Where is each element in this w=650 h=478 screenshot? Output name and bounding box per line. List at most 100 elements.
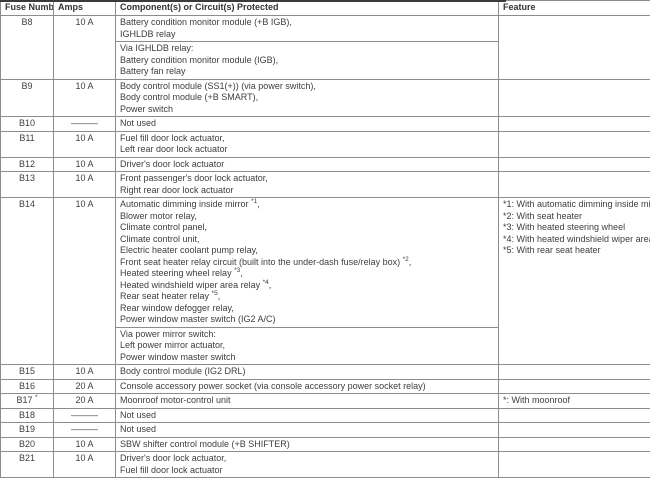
table-row: B10———Not used — [1, 117, 650, 132]
component-line: Console accessory power socket (via cons… — [120, 381, 495, 393]
fuse-number-cell: B10 — [1, 117, 54, 132]
fuse-number-cell: B15 — [1, 365, 54, 380]
component-subcell: Via power mirror switch:Left power mirro… — [116, 327, 499, 365]
fuse-number-cell: B17 * — [1, 394, 54, 409]
component-line: Body control module (IG2 DRL) — [120, 366, 495, 378]
component-line: Moonroof motor-control unit — [120, 395, 495, 407]
fuse-number-cell: B9 — [1, 79, 54, 117]
table-row: B18——— Not used — [1, 408, 650, 423]
component-line: Power switch — [120, 104, 495, 116]
amps-cell: 10 A — [54, 452, 116, 478]
amps-cell: 20 A — [54, 379, 116, 394]
component-cell: Not used — [116, 423, 499, 438]
component-line: Not used — [120, 424, 495, 436]
feature-cell — [499, 379, 650, 394]
feature-line: *3: With heated steering wheel — [503, 222, 647, 234]
component-line: Power window master switch (IG2 A/C) — [120, 314, 495, 326]
component-cell: Console accessory power socket (via cons… — [116, 379, 499, 394]
component-cell: Body control module (SS1(+)) (via power … — [116, 79, 499, 117]
table-header-row: Fuse Number Amps Component(s) or Circuit… — [1, 1, 650, 16]
component-line: Automatic dimming inside mirror *1, — [120, 199, 495, 211]
component-line: Fuel fill door lock actuator, — [120, 133, 495, 145]
component-line: Battery condition monitor module (IGB), — [120, 55, 495, 67]
component-line: Heated windshield wiper area relay *4, — [120, 280, 495, 292]
component-line: Via power mirror switch: — [120, 329, 495, 341]
feature-cell — [499, 117, 650, 132]
fuse-number-cell: B21 — [1, 452, 54, 478]
column-header-amps: Amps — [54, 1, 116, 16]
feature-line: *4: With heated windshield wiper area — [503, 234, 647, 246]
component-cell: Not used — [116, 117, 499, 132]
fuse-number-cell: B19 — [1, 423, 54, 438]
amps-cell: 10 A — [54, 157, 116, 172]
feature-cell — [499, 172, 650, 198]
column-header-feature: Feature — [499, 1, 650, 16]
component-cell: Fuel fill door lock actuator,Left rear d… — [116, 131, 499, 157]
feature-cell — [499, 131, 650, 157]
feature-cell — [499, 423, 650, 438]
component-line: Heated steering wheel relay *3, — [120, 268, 495, 280]
component-cell: Driver's door lock actuator,Fuel fill do… — [116, 452, 499, 478]
feature-line: *5: With rear seat heater — [503, 245, 647, 257]
feature-cell — [499, 79, 650, 117]
feature-cell — [499, 408, 650, 423]
component-line: Driver's door lock actuator, — [120, 453, 495, 465]
component-cell: Automatic dimming inside mirror *1,Blowe… — [116, 198, 499, 328]
fuse-number-cell: B12 — [1, 157, 54, 172]
table-row: B19——— Not used — [1, 423, 650, 438]
component-line: Electric heater coolant pump relay, — [120, 245, 495, 257]
component-line: Power window master switch — [120, 352, 495, 364]
component-cell: SBW shifter control module (+B SHIFTER) — [116, 437, 499, 452]
component-cell: Body control module (IG2 DRL) — [116, 365, 499, 380]
component-cell: Moonroof motor-control unit — [116, 394, 499, 409]
amps-cell: ——— — [54, 423, 116, 438]
component-line: SBW shifter control module (+B SHIFTER) — [120, 439, 495, 451]
component-line: Not used — [120, 410, 495, 422]
component-cell: Not used — [116, 408, 499, 423]
amps-cell: 10 A — [54, 16, 116, 80]
amps-cell: 10 A — [54, 172, 116, 198]
amps-cell: 10 A — [54, 131, 116, 157]
component-line: Body control module (SS1(+)) (via power … — [120, 81, 495, 93]
component-line: Fuel fill door lock actuator — [120, 465, 495, 477]
fuse-number-cell: B8 — [1, 16, 54, 80]
component-line: Rear window defogger relay, — [120, 303, 495, 315]
component-line: Battery condition monitor module (+B IGB… — [120, 17, 495, 29]
fuse-number-cell: B14 — [1, 198, 54, 365]
feature-line: *1: With automatic dimming inside mirror — [503, 199, 647, 211]
amps-cell: 10 A — [54, 437, 116, 452]
fuse-number-cell: B16 — [1, 379, 54, 394]
component-line: Left power mirror actuator, — [120, 340, 495, 352]
amps-cell: 10 A — [54, 365, 116, 380]
component-line: Right rear door lock actuator — [120, 185, 495, 197]
component-line: Left rear door lock actuator — [120, 144, 495, 156]
component-line: IGHLDB relay — [120, 29, 495, 41]
component-line: Rear seat heater relay *5, — [120, 291, 495, 303]
component-line: Driver's door lock actuator — [120, 159, 495, 171]
fuse-number-cell: B18 — [1, 408, 54, 423]
component-line: Blower motor relay, — [120, 211, 495, 223]
feature-cell: *1: With automatic dimming inside mirror… — [499, 198, 650, 365]
column-header-fuse-number: Fuse Number — [1, 1, 54, 16]
component-line: Battery fan relay — [120, 66, 495, 78]
component-cell: Front passenger's door lock actuator,Rig… — [116, 172, 499, 198]
component-line: Via IGHLDB relay: — [120, 43, 495, 55]
amps-cell: ——— — [54, 408, 116, 423]
component-line: Not used — [120, 118, 495, 130]
component-cell: Battery condition monitor module (+B IGB… — [116, 16, 499, 42]
feature-cell — [499, 365, 650, 380]
column-header-components: Component(s) or Circuit(s) Protected — [116, 1, 499, 16]
table-top-accent-bar — [0, 0, 506, 2]
component-line: Front passenger's door lock actuator, — [120, 173, 495, 185]
component-subcell: Via IGHLDB relay:Battery condition monit… — [116, 42, 499, 80]
